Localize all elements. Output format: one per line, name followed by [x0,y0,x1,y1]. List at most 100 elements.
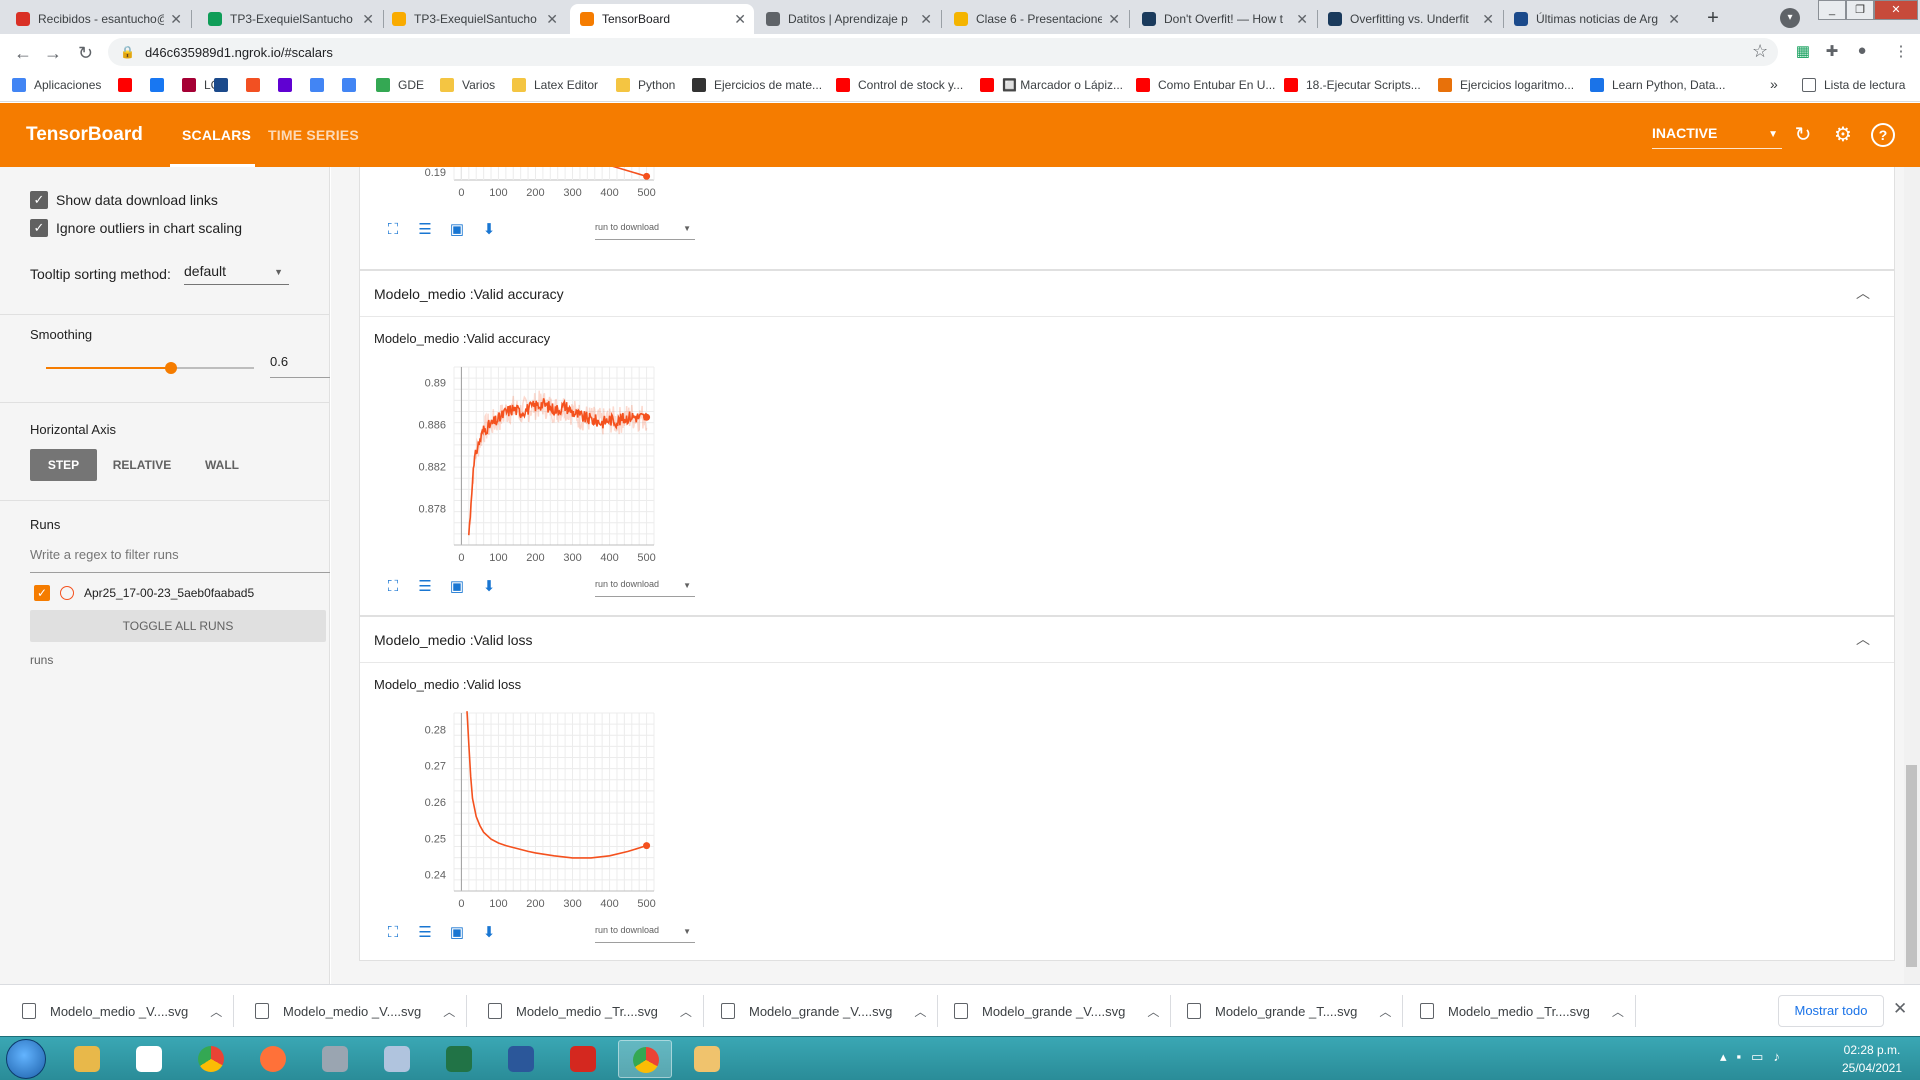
download-options-chevron-icon[interactable]: ︿ [1611,1004,1624,1019]
network-icon[interactable]: ▭ [1751,1049,1764,1064]
close-tab-icon[interactable]: ✕ [734,10,746,27]
download-icon[interactable]: ⬇ [482,924,496,941]
volume-icon[interactable]: ♪ [1773,1049,1780,1064]
taskbar-app[interactable] [494,1040,548,1078]
tooltip-sorting-select[interactable]: default ▼ [184,263,289,285]
bookmark-item[interactable]: 🔲 Marcador o Lápiz... [980,78,1123,92]
toggle-all-runs-button[interactable]: TOGGLE ALL RUNS [30,610,326,642]
close-tab-icon[interactable]: ✕ [1668,10,1680,27]
show-all-downloads-button[interactable]: Mostrar todo [1778,995,1884,1027]
taskbar-app[interactable] [246,1040,300,1078]
show-download-links-checkbox[interactable]: ✓ [30,191,48,209]
download-item[interactable]: Modelo_grande _T....svg ︿ [1187,985,1404,1037]
run-download-select[interactable]: run to download ▼ [595,222,695,240]
download-icon[interactable]: ⬇ [482,221,496,238]
reload-icon[interactable]: ↻ [78,43,94,63]
taskbar-app[interactable] [60,1040,114,1078]
taskbar-app[interactable] [308,1040,362,1078]
close-tab-icon[interactable]: ✕ [170,10,182,27]
back-arrow-icon[interactable]: ← [14,43,32,63]
download-item[interactable]: Modelo_medio _Tr....svg ︿ [1420,985,1636,1037]
bookmark-item[interactable] [310,78,332,92]
bookmark-item[interactable]: Ejercicios logaritmo... [1438,78,1574,92]
bookmark-item[interactable]: Latex Editor [512,78,598,92]
collapse-chevron-icon[interactable]: ︿ [1856,631,1870,647]
bookmark-item[interactable]: Como Entubar En U... [1136,78,1275,92]
bookmark-item[interactable]: 18.-Ejecutar Scripts... [1284,78,1421,92]
data-table-icon[interactable]: ☰ [418,578,432,595]
taskbar-app[interactable] [618,1040,672,1078]
close-tab-icon[interactable]: ✕ [920,10,932,27]
bookmark-item[interactable]: Aplicaciones [12,78,101,92]
address-bar[interactable]: 🔒 d46c635989d1.ngrok.io/#scalars [108,38,1778,66]
download-item[interactable]: Modelo_medio _V....svg ︿ [255,985,468,1037]
download-options-chevron-icon[interactable]: ︿ [1147,1004,1160,1019]
extensions-puzzle-icon[interactable]: ✚ [1825,43,1839,60]
taskbar-app[interactable] [370,1040,424,1078]
fullscreen-icon[interactable]: ⛶ [387,578,399,595]
new-tab-button[interactable]: + [1707,7,1719,29]
refresh-icon[interactable]: ↻ [1794,124,1812,146]
data-table-icon[interactable]: ☰ [418,221,432,238]
download-options-chevron-icon[interactable]: ︿ [210,1004,223,1019]
bookmark-item[interactable] [342,78,364,92]
maximize-button[interactable]: ❐ [1846,0,1874,20]
download-item[interactable]: Modelo_grande _V....svg ︿ [721,985,939,1037]
tray-expand-icon[interactable]: ▴ [1720,1049,1727,1064]
browser-tab[interactable]: Últimas noticias de Arg ✕ [1504,4,1688,34]
bookmark-item[interactable]: Python [616,78,675,92]
system-clock[interactable]: 02:28 p.m. 25/04/2021 [1832,1041,1912,1077]
run-filter-input[interactable]: Write a regex to filter runs [30,547,330,573]
browser-tab[interactable]: TP3-ExequielSantucho ✕ [382,4,566,34]
browser-tab[interactable]: Don't Overfit! — How t ✕ [1132,4,1316,34]
close-tab-icon[interactable]: ✕ [1296,10,1308,27]
download-item[interactable]: Modelo_medio _Tr....svg ︿ [488,985,704,1037]
bookmark-item[interactable]: GDE [376,78,424,92]
download-options-chevron-icon[interactable]: ︿ [1379,1004,1392,1019]
smoothing-slider-thumb[interactable] [164,362,177,374]
run-checkbox[interactable]: ✓ [34,585,50,601]
axis-wall-button[interactable]: WALL [205,458,239,472]
browser-tab[interactable]: TP3-ExequielSantucho ✕ [198,4,382,34]
fit-domain-icon[interactable]: ▣ [449,221,465,238]
run-download-select[interactable]: run to download ▼ [595,579,695,597]
help-icon[interactable]: ? [1871,123,1895,147]
bookmark-star-icon[interactable]: ☆ [1752,41,1769,61]
run-color-swatch[interactable] [60,586,74,600]
fit-domain-icon[interactable]: ▣ [449,578,465,595]
bookmark-item[interactable] [278,78,300,92]
download-item[interactable]: Modelo_medio _V....svg ︿ [22,985,235,1037]
bookmark-item[interactable] [118,78,140,92]
close-tab-icon[interactable]: ✕ [1482,10,1494,27]
axis-relative-button[interactable]: RELATIVE [112,458,172,472]
taskbar-app[interactable] [122,1040,176,1078]
close-shelf-icon[interactable]: ✕ [1893,999,1908,1018]
profile-avatar-icon[interactable]: ● [1857,42,1867,59]
bookmark-item[interactable] [214,78,236,92]
run-download-select[interactable]: run to download ▼ [595,925,695,943]
bookmark-item[interactable]: Control de stock y... [836,78,963,92]
tab-scalars[interactable]: SCALARS [182,127,252,143]
bookmark-item[interactable] [246,78,268,92]
profile-search-icon[interactable]: ▾ [1780,8,1800,28]
bookmark-item[interactable]: Ejercicios de mate... [692,78,822,92]
fit-domain-icon[interactable]: ▣ [449,924,465,941]
download-options-chevron-icon[interactable]: ︿ [914,1004,927,1019]
reading-list-button[interactable]: Lista de lectura [1802,78,1905,92]
browser-tab[interactable]: Recibidos - esantucho@ ✕ [6,4,190,34]
sheets-extension-icon[interactable]: ▦ [1795,43,1811,60]
browser-tab[interactable]: TensorBoard ✕ [570,4,754,34]
panel-header[interactable]: Modelo_medio :Valid loss ︿ [360,617,1894,663]
download-item[interactable]: Modelo_grande _V....svg ︿ [954,985,1172,1037]
close-tab-icon[interactable]: ✕ [546,10,558,27]
close-tab-icon[interactable]: ✕ [362,10,374,27]
browser-tab[interactable]: Overfitting vs. Underfit ✕ [1318,4,1502,34]
axis-step-button[interactable]: STEP [30,449,97,481]
download-options-chevron-icon[interactable]: ︿ [443,1004,456,1019]
data-table-icon[interactable]: ☰ [418,924,432,941]
fullscreen-icon[interactable]: ⛶ [387,924,399,941]
bookmark-item[interactable] [150,78,172,92]
settings-gear-icon[interactable]: ⚙ [1834,124,1852,146]
taskbar-app[interactable] [556,1040,610,1078]
close-window-button[interactable]: ✕ [1874,0,1918,20]
